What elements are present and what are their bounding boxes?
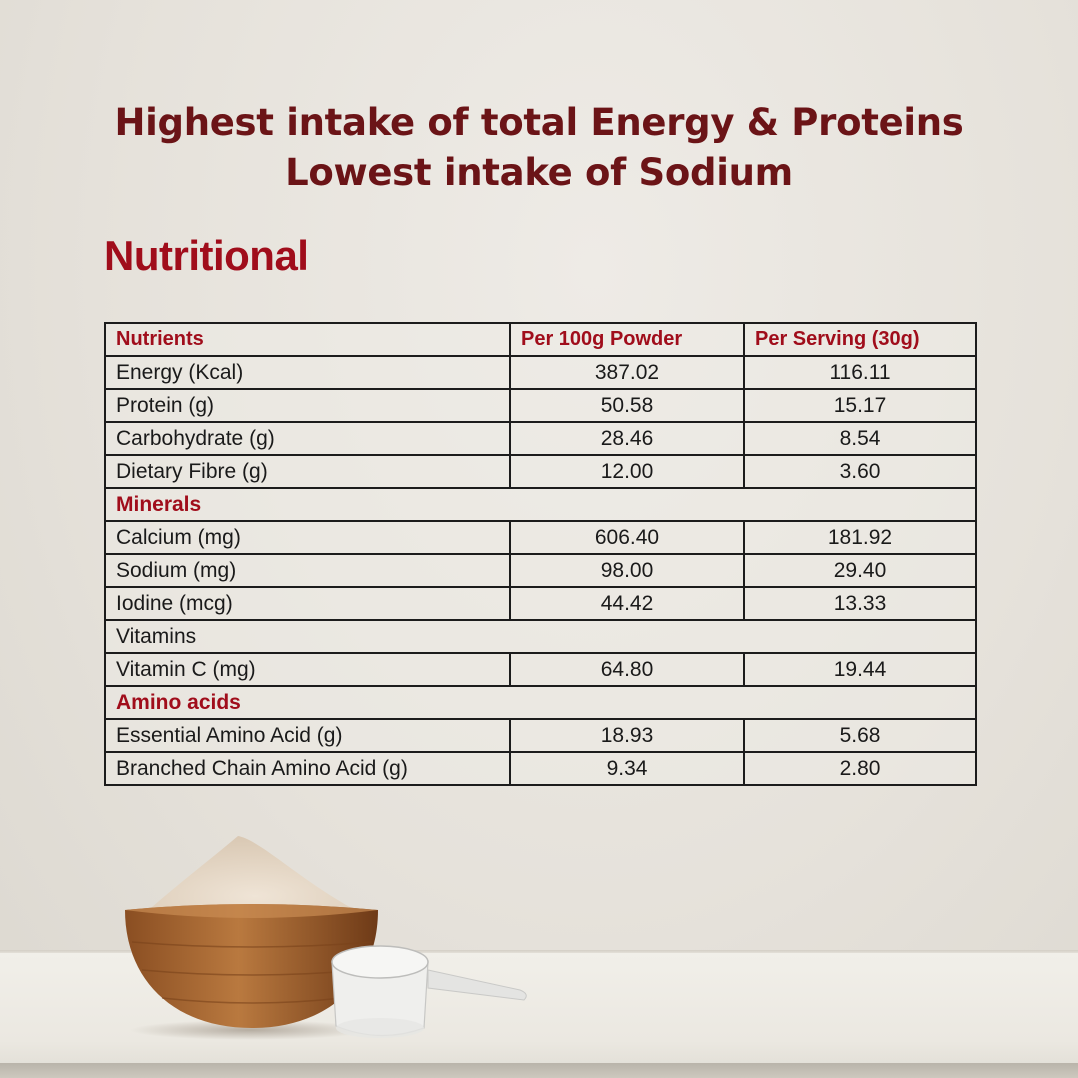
nutrient-name: Sodium (mg)	[104, 553, 511, 588]
nutrient-name: Essential Amino Acid (g)	[104, 718, 511, 753]
table-row: Iodine (mcg) 44.42 13.33	[104, 586, 977, 621]
nutrient-name: Protein (g)	[104, 388, 511, 423]
header-per-100g: Per 100g Powder	[509, 322, 745, 357]
section-row-vitamins: Vitamins	[104, 619, 977, 654]
table-row: Energy (Kcal) 387.02 116.11	[104, 355, 977, 390]
nutrient-name: Dietary Fibre (g)	[104, 454, 511, 489]
per-serving-value: 15.17	[743, 388, 977, 423]
per-serving-value: 5.68	[743, 718, 977, 753]
table-row: Vitamin C (mg) 64.80 19.44	[104, 652, 977, 687]
per-serving-value: 29.40	[743, 553, 977, 588]
table-row: Protein (g) 50.58 15.17	[104, 388, 977, 423]
per-100g-value: 12.00	[509, 454, 745, 489]
section-row-minerals: Minerals	[104, 487, 977, 522]
section-label: Minerals	[104, 487, 977, 522]
section-label: Vitamins	[104, 619, 977, 654]
table-row: Calcium (mg) 606.40 181.92	[104, 520, 977, 555]
nutrient-name: Carbohydrate (g)	[104, 421, 511, 456]
per-serving-value: 2.80	[743, 751, 977, 786]
nutrient-name: Iodine (mcg)	[104, 586, 511, 621]
section-title: Nutritional	[104, 232, 309, 279]
table-row: Essential Amino Acid (g) 18.93 5.68	[104, 718, 977, 753]
per-100g-value: 9.34	[509, 751, 745, 786]
header-per-serving: Per Serving (30g)	[743, 322, 977, 357]
per-100g-value: 44.42	[509, 586, 745, 621]
headline: Highest intake of total Energy & Protein…	[0, 98, 1078, 198]
nutrition-table: Nutrients Per 100g Powder Per Serving (3…	[104, 322, 977, 786]
per-100g-value: 64.80	[509, 652, 745, 687]
table-header-row: Nutrients Per 100g Powder Per Serving (3…	[104, 322, 977, 357]
headline-line-1: Highest intake of total Energy & Protein…	[114, 101, 964, 144]
shelf-wall-edge	[0, 950, 1078, 954]
nutrient-name: Calcium (mg)	[104, 520, 511, 555]
per-100g-value: 387.02	[509, 355, 745, 390]
table-row: Carbohydrate (g) 28.46 8.54	[104, 421, 977, 456]
per-100g-value: 18.93	[509, 718, 745, 753]
per-serving-value: 116.11	[743, 355, 977, 390]
measuring-scoop-image	[328, 940, 533, 1045]
scoop-icon	[331, 945, 527, 1038]
per-100g-value: 50.58	[509, 388, 745, 423]
shelf-front-edge	[0, 1063, 1078, 1078]
headline-line-2: Lowest intake of Sodium	[285, 151, 793, 194]
per-serving-value: 181.92	[743, 520, 977, 555]
nutrient-name: Branched Chain Amino Acid (g)	[104, 751, 511, 786]
table-row: Dietary Fibre (g) 12.00 3.60	[104, 454, 977, 489]
table-row: Sodium (mg) 98.00 29.40	[104, 553, 977, 588]
per-100g-value: 606.40	[509, 520, 745, 555]
header-nutrients: Nutrients	[104, 322, 511, 357]
section-row-amino-acids: Amino acids	[104, 685, 977, 720]
per-serving-value: 19.44	[743, 652, 977, 687]
per-serving-value: 13.33	[743, 586, 977, 621]
per-serving-value: 3.60	[743, 454, 977, 489]
nutrient-name: Vitamin C (mg)	[104, 652, 511, 687]
table-row: Branched Chain Amino Acid (g) 9.34 2.80	[104, 751, 977, 786]
per-serving-value: 8.54	[743, 421, 977, 456]
section-label: Amino acids	[104, 685, 977, 720]
nutrient-name: Energy (Kcal)	[104, 355, 511, 390]
per-100g-value: 28.46	[509, 421, 745, 456]
per-100g-value: 98.00	[509, 553, 745, 588]
